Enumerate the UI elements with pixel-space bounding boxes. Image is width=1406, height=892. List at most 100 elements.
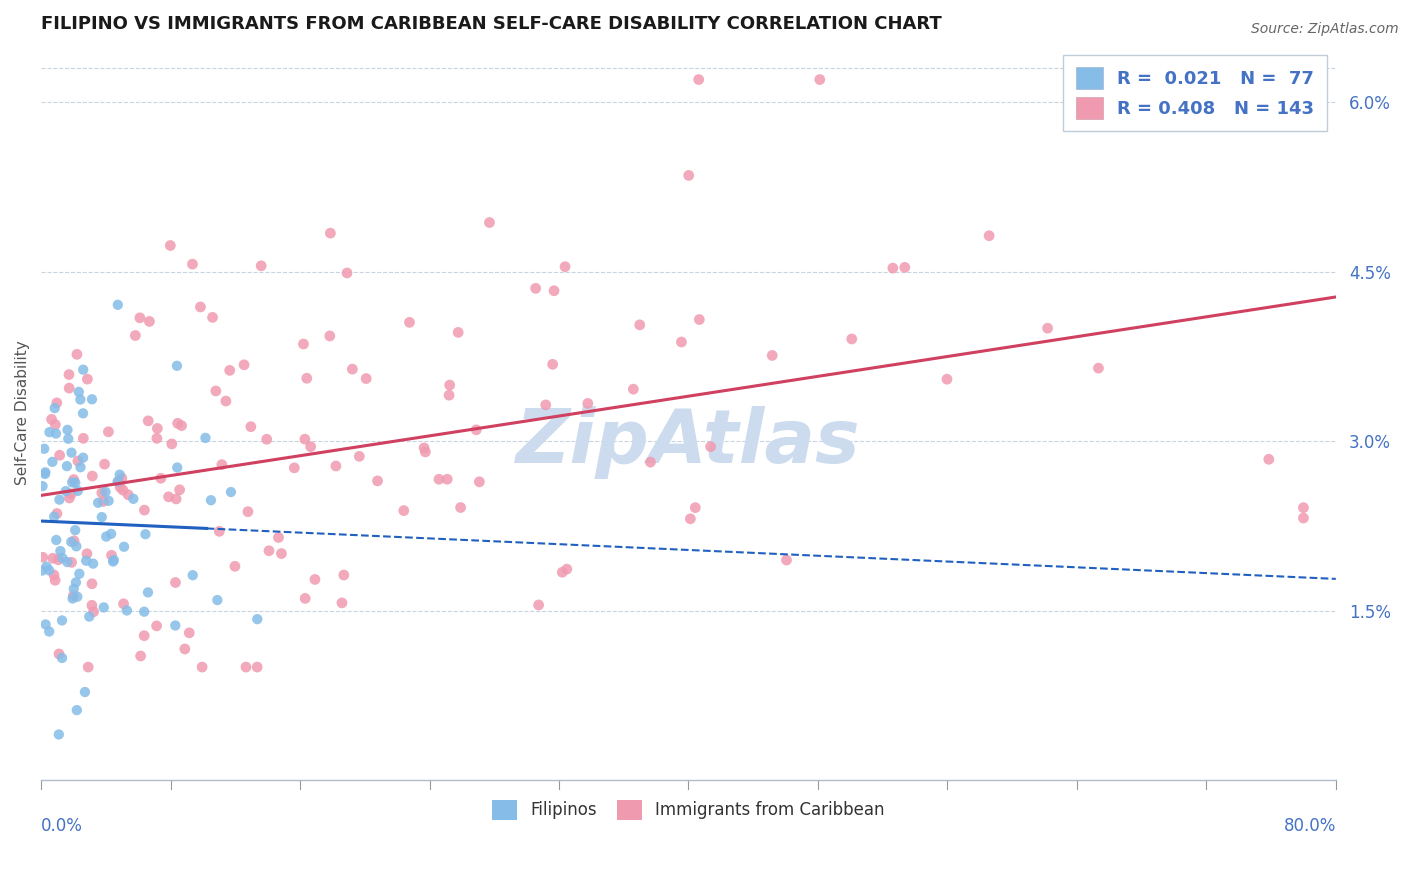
Point [166,460,188,475]
Point [60,445,83,459]
Point [60,475,83,490]
Point [576,396,599,410]
Legend: Filipinos, Immigrants from Caribbean: Filipinos, Immigrants from Caribbean [485,793,891,827]
Point [66,454,89,468]
Point [66,347,89,361]
Point [465,423,488,437]
Point [621,382,644,396]
Point [688,72,710,87]
Point [96,530,118,544]
Point [48,448,70,462]
Point [299,440,322,454]
Point [38,624,60,639]
Point [367,474,389,488]
Point [169,483,191,497]
Point [808,72,831,87]
Point [294,591,316,606]
Point [115,603,138,617]
Point [80,599,103,613]
Point [72,362,94,376]
Point [134,605,156,619]
Point [437,388,460,402]
Point [554,260,576,274]
Point [42,568,65,582]
Point [224,559,246,574]
Point [173,642,195,657]
Point [62,582,84,596]
Point [166,417,188,431]
Point [34,617,56,632]
Point [112,540,135,554]
Point [319,226,342,240]
Point [894,260,917,275]
Point [270,547,292,561]
Point [49,544,72,558]
Point [292,337,315,351]
Point [413,441,436,455]
Point [534,398,557,412]
Point [1292,500,1315,515]
Point [165,575,187,590]
Point [56,459,79,474]
Point [257,543,280,558]
Point [122,491,145,506]
Point [478,215,501,229]
Point [882,261,904,276]
Point [159,238,181,252]
Point [398,315,420,329]
Point [392,503,415,517]
Point [93,600,115,615]
Point [179,625,201,640]
Point [100,526,122,541]
Point [72,406,94,420]
Point [60,555,83,569]
Point [56,555,79,569]
Point [38,563,60,577]
Point [166,359,188,373]
Point [136,585,159,599]
Point [65,475,87,490]
Point [181,257,204,271]
Point [45,426,67,441]
Point [640,455,662,469]
Point [75,554,97,568]
Point [129,648,152,663]
Point [97,425,120,439]
Point [111,483,134,498]
Point [58,491,80,505]
Point [678,169,700,183]
Point [236,505,259,519]
Point [191,660,214,674]
Point [841,332,863,346]
Point [233,358,256,372]
Point [103,553,125,567]
Point [267,531,290,545]
Point [63,533,86,548]
Point [100,549,122,563]
Point [207,593,229,607]
Point [63,523,86,537]
Point [145,619,167,633]
Point [76,372,98,386]
Point [32,442,55,456]
Point [66,483,89,498]
Point [65,539,87,553]
Point [138,314,160,328]
Point [117,488,139,502]
Point [354,371,377,385]
Point [35,559,58,574]
Point [205,384,228,398]
Point [250,259,273,273]
Point [44,417,66,432]
Point [1257,452,1279,467]
Point [524,281,547,295]
Point [82,557,104,571]
Point [427,472,450,486]
Point [66,703,89,717]
Point [51,614,73,628]
Point [936,372,959,386]
Point [73,685,96,699]
Point [48,727,70,741]
Point [235,660,257,674]
Point [325,458,347,473]
